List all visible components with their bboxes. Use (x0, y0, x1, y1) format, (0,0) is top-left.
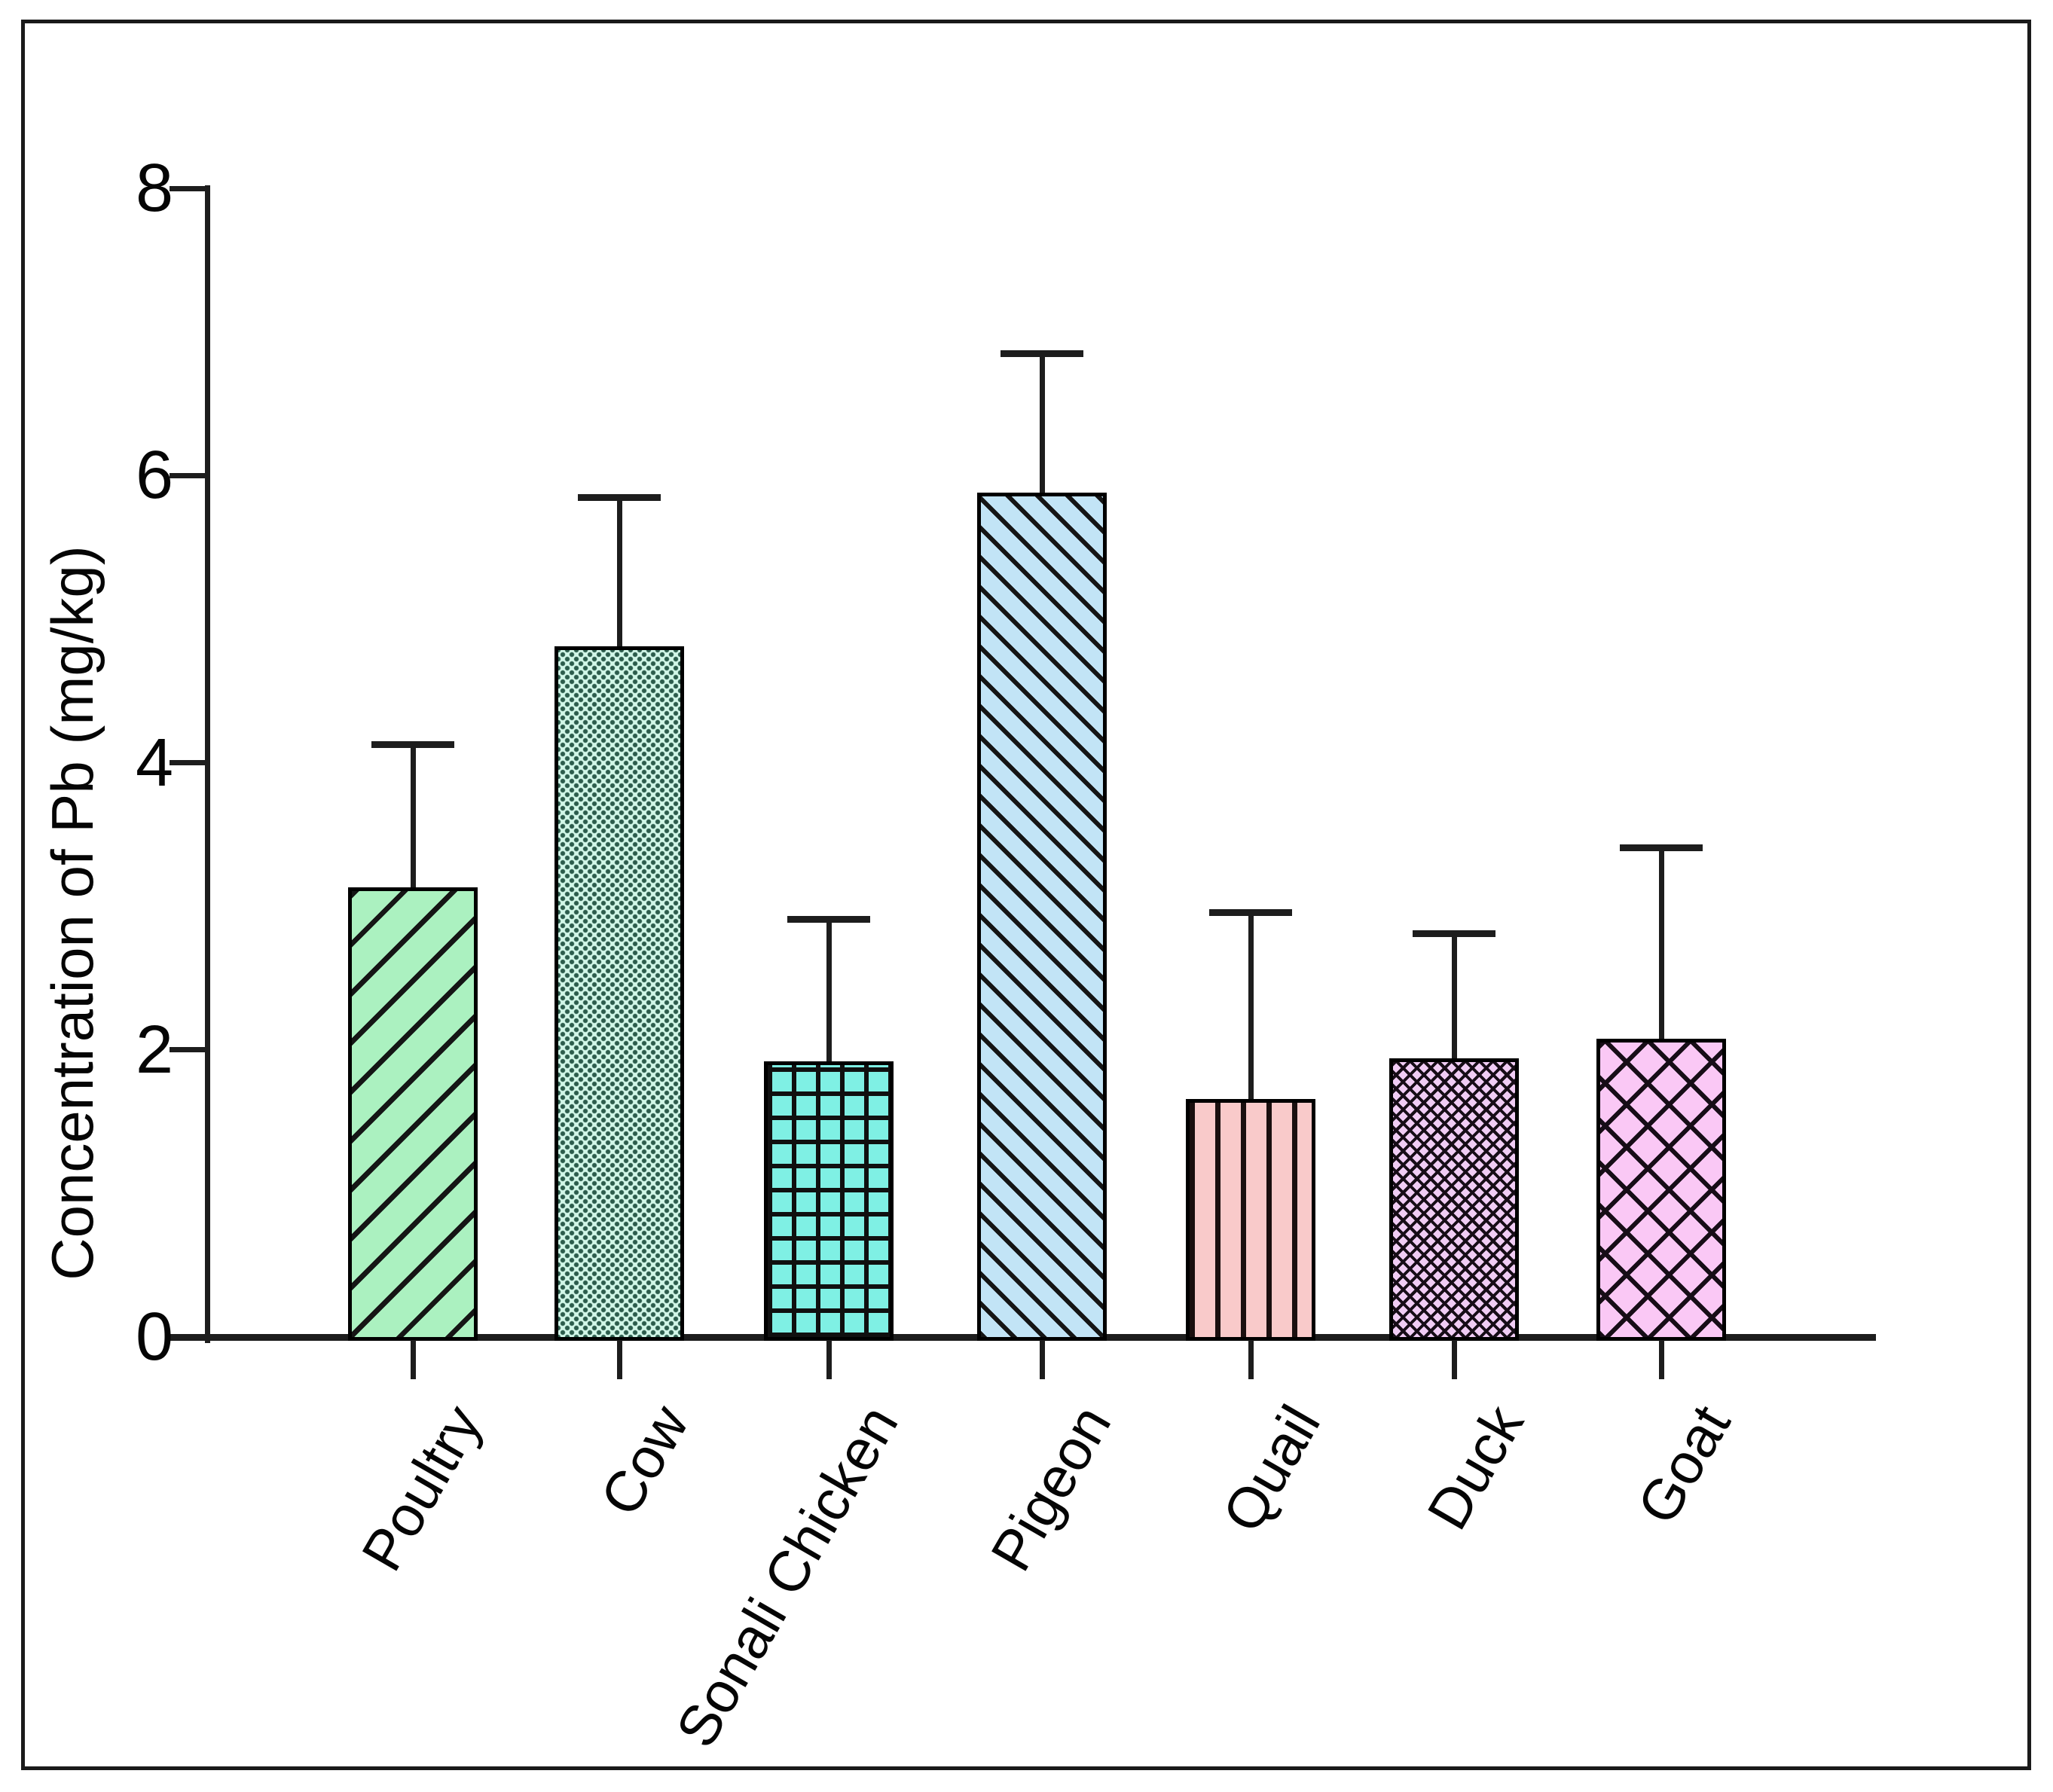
error-bar-stem (616, 496, 622, 650)
bar (348, 887, 478, 1341)
bar (1596, 1038, 1726, 1341)
y-tick-label: 8 (135, 151, 173, 227)
error-bar-stem (1248, 911, 1254, 1102)
error-bar-cap (787, 916, 870, 923)
error-bar-cap (371, 740, 454, 748)
error-bar-cap (1413, 930, 1495, 938)
x-tick (410, 1340, 416, 1379)
error-bar-stem (1039, 353, 1045, 496)
x-tick (1248, 1340, 1254, 1379)
x-tick (826, 1340, 832, 1379)
x-tick (616, 1340, 622, 1379)
error-bar-cap (1620, 844, 1703, 852)
y-tick (170, 472, 205, 478)
y-axis-title: Concentration of Pb (mg/kg) (39, 545, 105, 1281)
y-tick (170, 1047, 205, 1053)
y-tick-label: 6 (135, 438, 173, 514)
x-tick (1039, 1340, 1045, 1379)
y-axis-line (205, 185, 210, 1343)
bar (1186, 1098, 1315, 1341)
x-tick (1451, 1340, 1457, 1379)
error-bar-stem (1451, 933, 1457, 1062)
error-bar-cap (1209, 908, 1292, 916)
y-tick (170, 1334, 205, 1340)
bar (977, 493, 1107, 1341)
y-tick (170, 760, 205, 766)
y-tick-label: 2 (135, 1012, 173, 1088)
y-tick-label: 4 (135, 725, 173, 801)
bar (764, 1061, 894, 1341)
bar (1389, 1058, 1519, 1341)
error-bar-cap (578, 493, 661, 501)
y-tick-label: 0 (135, 1299, 173, 1375)
bar (554, 646, 684, 1341)
y-tick (170, 185, 205, 191)
x-tick (1658, 1340, 1664, 1379)
error-bar-stem (826, 919, 832, 1065)
error-bar-cap (1001, 350, 1083, 358)
error-bar-stem (410, 743, 416, 891)
error-bar-stem (1658, 847, 1664, 1042)
